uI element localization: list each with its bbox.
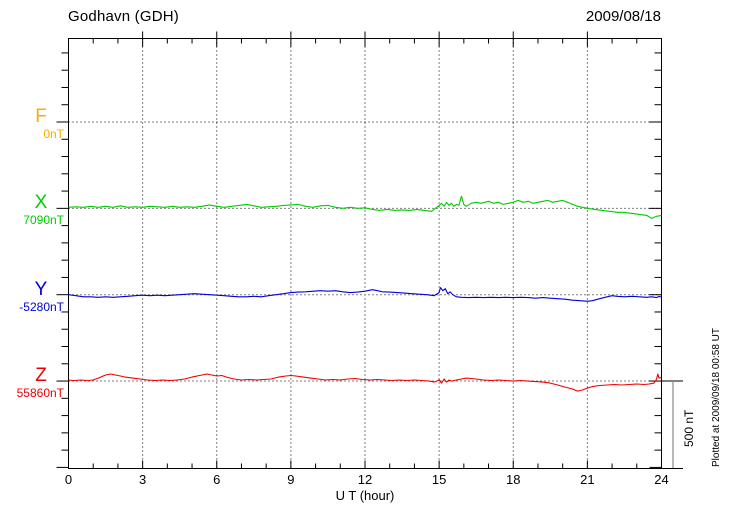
component-letter-x: X: [34, 192, 48, 214]
component-letter-y: Y: [34, 278, 48, 300]
x-axis-label: U T (hour): [335, 488, 395, 503]
trace-x: [68, 195, 662, 219]
hour-label-24: 24: [654, 472, 669, 487]
component-baseline-z: 55860nT: [16, 386, 64, 401]
component-baseline-f: 0nT: [43, 127, 64, 141]
hour-label-21: 21: [580, 472, 595, 487]
hour-label-18: 18: [506, 472, 521, 487]
page-title: Godhavn (GDH): [68, 8, 179, 25]
hour-label-15: 15: [431, 472, 447, 487]
component-letter-z: Z: [35, 365, 47, 387]
hour-label-9: 9: [287, 472, 295, 487]
hour-label-0: 0: [64, 472, 73, 487]
component-baseline-x: 7090nT: [23, 213, 64, 228]
hour-label-3: 3: [139, 472, 147, 487]
trace-z: [68, 373, 662, 392]
plot-date: 2009/08/18: [585, 8, 661, 25]
scalebar-label: 500 nT: [682, 409, 696, 447]
component-letter-f: F: [35, 106, 47, 127]
hour-label-6: 6: [213, 472, 221, 487]
plotted-at-note: Plotted at 2009/09/18 00:58 UT: [711, 328, 722, 467]
trace-y: [68, 287, 662, 302]
component-baseline-y: -5280nT: [19, 299, 64, 314]
hour-label-12: 12: [357, 472, 373, 487]
